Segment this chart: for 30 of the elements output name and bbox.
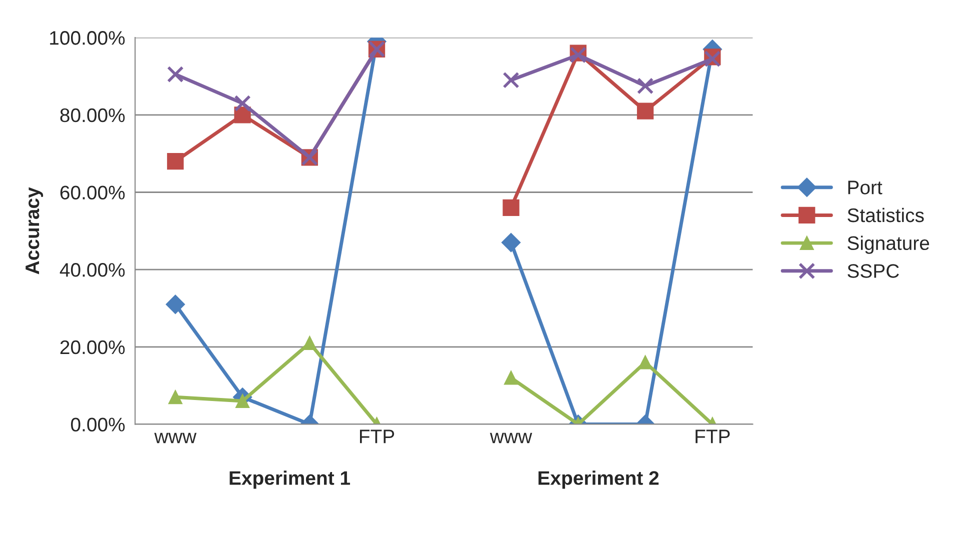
y-tick-label: 80.00% — [60, 108, 125, 122]
point — [166, 294, 185, 314]
x-tick-label: FTP — [696, 430, 730, 444]
x-tick-label: www — [490, 432, 532, 444]
x-tick-label: FTP — [360, 430, 394, 444]
point — [234, 94, 251, 112]
point — [167, 152, 184, 170]
point — [504, 370, 518, 385]
x-tick-label: www — [154, 432, 196, 444]
text: Experiment 2 — [538, 470, 659, 489]
point — [167, 66, 184, 83]
text: Experiment 1 — [230, 470, 350, 489]
point — [636, 78, 654, 94]
y-tick-label: 20.00% — [60, 340, 125, 354]
y-tick-label: 0.00% — [71, 418, 125, 432]
y-tick-label: 60.00% — [60, 186, 125, 200]
point — [302, 336, 317, 350]
point — [168, 390, 182, 404]
legend-label: Signature — [848, 236, 930, 254]
point — [638, 355, 652, 370]
point — [502, 199, 520, 216]
y-axis-title: Accuracy — [26, 187, 44, 274]
point — [502, 72, 520, 88]
legend-label: Port — [848, 180, 882, 194]
legend-label: SSPC — [848, 264, 899, 278]
y-tick-label: 100.00% — [50, 31, 125, 45]
legend-label: Statistics — [848, 208, 924, 222]
point — [636, 102, 654, 120]
point — [501, 232, 521, 252]
y-tick-label: 40.00% — [60, 263, 125, 277]
